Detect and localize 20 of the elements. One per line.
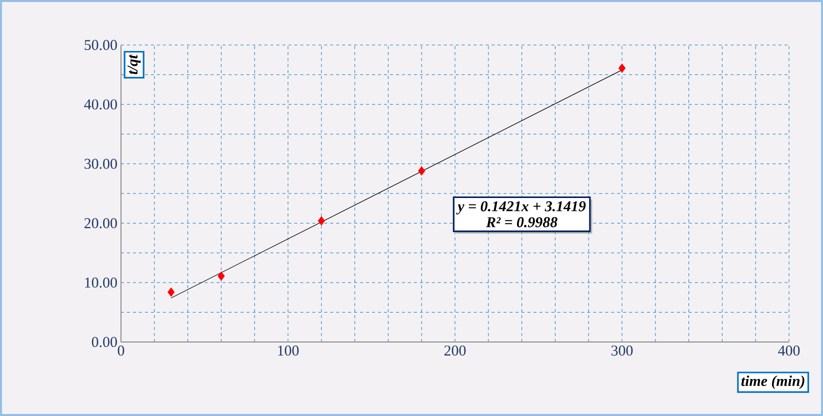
- annotation: y = 0.1421x + 3.1419: [456, 201, 586, 214]
- point: [618, 63, 626, 73]
- x-tick-label: 0: [118, 346, 124, 356]
- point: [218, 271, 225, 281]
- point: [418, 166, 426, 176]
- y-tick-label: 40.00: [84, 99, 117, 110]
- point: [318, 216, 325, 226]
- x-tick-label: 200: [444, 346, 466, 356]
- y-tick-label: 50.00: [84, 40, 117, 50]
- y-tick-label: 30.00: [84, 158, 117, 169]
- y-tick-label: 10.00: [85, 278, 117, 288]
- y-tick-label: 20.00: [84, 218, 117, 228]
- annotation: R² = 0.9988: [486, 217, 558, 228]
- x-tick-label: 400: [778, 346, 800, 356]
- y-tick-label: 0.00: [92, 336, 117, 348]
- x-tick-label: 300: [612, 346, 633, 356]
- point: [168, 287, 175, 297]
- x-axis-title: time (min): [741, 376, 804, 390]
- x-tick-label: 100: [278, 346, 299, 356]
- y-axis-title: t/qt: [128, 54, 141, 74]
